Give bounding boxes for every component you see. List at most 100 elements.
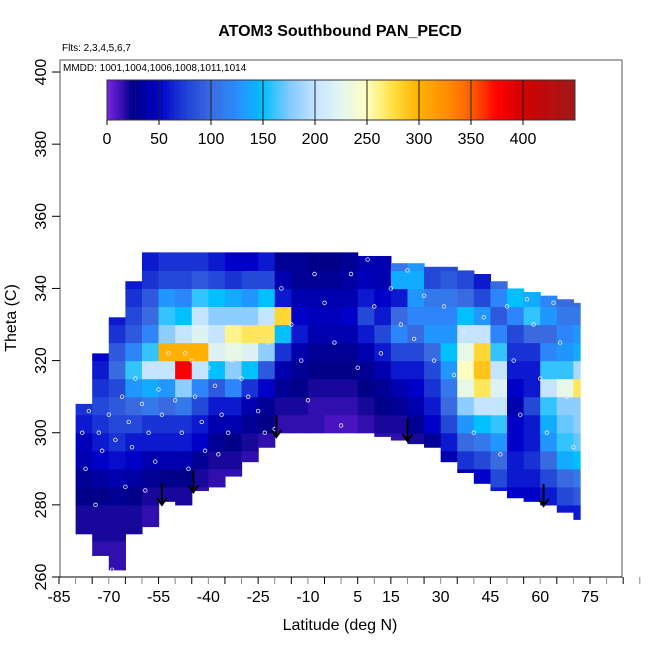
heatmap-cell xyxy=(490,281,508,290)
sample-point xyxy=(133,376,138,381)
heatmap-cell xyxy=(291,270,309,290)
sample-point xyxy=(411,336,417,342)
heatmap-cell xyxy=(357,255,375,272)
heatmap-cell xyxy=(573,450,581,470)
heatmap-cell xyxy=(556,450,575,470)
colorbar-segment xyxy=(238,80,242,120)
heatmap-cell xyxy=(191,288,209,308)
sample-point xyxy=(212,383,218,389)
colorbar-segment xyxy=(287,80,292,120)
colorbar-segment xyxy=(381,80,385,120)
heatmap-cell xyxy=(507,468,525,488)
colorbar-tick-label: 50 xyxy=(150,131,168,148)
heatmap-cell xyxy=(224,270,243,290)
colorbar-segment xyxy=(250,80,254,120)
colorbar-tick-label: 200 xyxy=(302,131,329,148)
colorbar-segment xyxy=(222,80,226,120)
colorbar-segment xyxy=(169,80,173,120)
heatmap-cell xyxy=(125,306,143,326)
heatmap-cell xyxy=(175,450,193,470)
heatmap-cell xyxy=(473,288,492,308)
colorbar-segment xyxy=(110,80,114,120)
heatmap-cell xyxy=(224,252,243,272)
colorbar-segment xyxy=(509,80,513,120)
heatmap-cell xyxy=(274,396,292,416)
y-tick-label: 400 xyxy=(33,59,50,86)
heatmap-cell xyxy=(125,450,143,470)
heatmap-cell xyxy=(274,324,292,344)
sample-point xyxy=(119,394,125,399)
heatmap-cell xyxy=(158,468,176,488)
heatmap-cell xyxy=(307,324,326,344)
heatmap-cell xyxy=(291,378,309,398)
heatmap-cell xyxy=(374,306,392,326)
colorbar-segment xyxy=(484,80,488,120)
y-tick-label: 280 xyxy=(33,491,50,518)
heatmap-cell xyxy=(307,360,326,380)
heatmap-cell xyxy=(440,396,458,416)
sample-point xyxy=(471,430,477,435)
colorbar-segment xyxy=(369,80,373,120)
heatmap-cell xyxy=(224,432,243,452)
heatmap-cell xyxy=(75,414,93,434)
heatmap-cell xyxy=(307,378,326,398)
colorbar-segment xyxy=(135,80,139,120)
heatmap-cell xyxy=(556,504,575,513)
colorbar-segment xyxy=(497,80,501,120)
sample-point xyxy=(461,329,467,334)
colorbar-segment xyxy=(216,80,220,120)
colorbar-segment xyxy=(447,80,451,120)
heatmap-cell xyxy=(341,252,359,272)
colorbar-segment xyxy=(341,80,345,120)
colorbar-segment xyxy=(107,80,111,120)
colorbar-segment xyxy=(356,80,360,120)
colorbar-segment xyxy=(209,80,214,120)
heatmap-cell xyxy=(191,270,209,290)
heatmap-cell xyxy=(175,378,193,398)
heatmap-cell xyxy=(507,378,525,398)
heatmap-cell xyxy=(208,360,226,380)
heatmap-cell xyxy=(573,378,581,398)
sample-point xyxy=(511,358,516,363)
heatmap-cell xyxy=(307,342,326,362)
colorbar-segment xyxy=(450,80,454,120)
colorbar-segment xyxy=(303,80,307,120)
heatmap-cell xyxy=(490,432,508,452)
heatmap-cell xyxy=(341,378,359,398)
colorbar-segment xyxy=(141,80,145,120)
heatmap-cell xyxy=(457,396,475,416)
sample-point xyxy=(199,419,204,425)
heatmap-cell xyxy=(125,324,143,344)
sample-point xyxy=(126,419,131,425)
heatmap-cell xyxy=(274,414,292,434)
heatmap-cell xyxy=(258,360,276,380)
colorbar-segment xyxy=(328,80,332,120)
heatmap-cell xyxy=(307,252,326,272)
sample-point xyxy=(245,394,251,399)
heatmap-cell xyxy=(92,468,110,488)
sample-point xyxy=(143,488,148,493)
heatmap-cell xyxy=(108,450,126,470)
colorbar-segment xyxy=(219,80,223,120)
heatmap-cell xyxy=(141,342,160,362)
heatmap-cell xyxy=(125,522,143,535)
heatmap-cell xyxy=(224,360,243,380)
heatmap-cell xyxy=(191,486,209,492)
heatmap-cell xyxy=(141,504,160,524)
colorbar-tick-label: 100 xyxy=(198,131,225,148)
heatmap-cell xyxy=(556,468,575,488)
heatmap-cell xyxy=(324,378,342,398)
heatmap-cell xyxy=(92,540,110,556)
sample-point xyxy=(338,423,344,428)
sample-point xyxy=(179,430,184,435)
down-arrow-icon xyxy=(537,483,550,508)
heatmap-cell xyxy=(440,414,458,434)
heatmap-cell xyxy=(274,360,292,380)
colorbar-segment xyxy=(294,80,298,120)
colorbar-segment xyxy=(506,80,510,120)
colorbar-segment xyxy=(481,80,485,120)
sample-point xyxy=(564,394,569,399)
heatmap-cell xyxy=(556,486,575,506)
heatmap-cell xyxy=(324,360,342,380)
heatmap-cell xyxy=(324,306,342,326)
